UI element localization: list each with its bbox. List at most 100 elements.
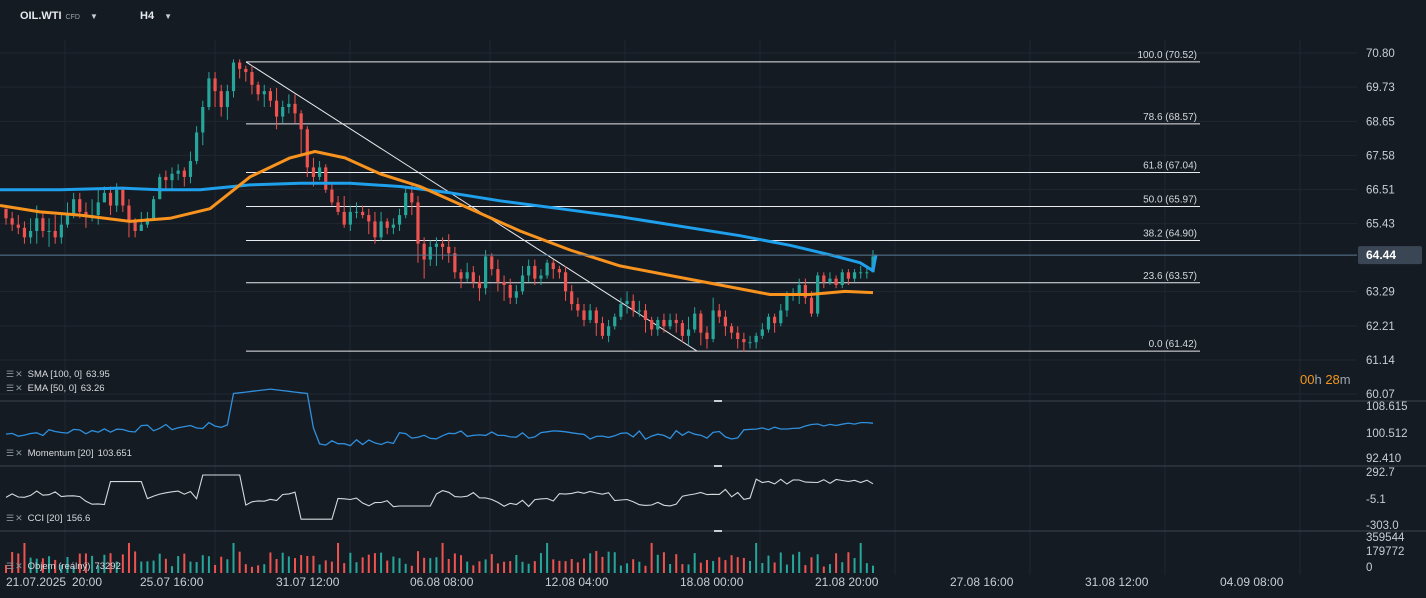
timeframe-label: H4 bbox=[140, 10, 155, 22]
volume-bar bbox=[687, 564, 690, 573]
candle bbox=[250, 65, 254, 95]
volume-bar bbox=[66, 557, 69, 573]
candle bbox=[59, 215, 63, 244]
volume-bar bbox=[214, 564, 217, 573]
time-axis-label: 31.07 12:00 bbox=[276, 575, 340, 589]
candle-body bbox=[250, 72, 254, 85]
time-axis-label: 12.08 04:00 bbox=[545, 575, 609, 589]
volume-bar bbox=[724, 560, 727, 573]
candle-body bbox=[693, 313, 697, 330]
legend-momentum[interactable]: ☰✕ Momentum [20] 103.651 bbox=[6, 448, 132, 459]
momentum-axis-label: 108.615 bbox=[1366, 401, 1408, 413]
volume-bar bbox=[189, 561, 192, 573]
candle-body bbox=[834, 278, 838, 285]
momentum-line bbox=[5, 388, 874, 447]
time-axis-label: 21.08 20:00 bbox=[815, 575, 879, 589]
volume-bar bbox=[23, 542, 26, 573]
settings-icon[interactable]: ☰✕ bbox=[6, 369, 24, 379]
legend-ema[interactable]: ☰✕ EMA [50, 0] 63.26 bbox=[6, 383, 105, 394]
candle-body bbox=[336, 202, 340, 212]
candle-body bbox=[127, 205, 131, 222]
candle bbox=[207, 72, 211, 111]
volume-bar bbox=[632, 559, 635, 573]
candle bbox=[766, 313, 771, 333]
sma-line bbox=[0, 181, 878, 273]
candle bbox=[803, 278, 807, 305]
volume-bar bbox=[29, 557, 32, 573]
candle bbox=[336, 196, 340, 216]
candle-body bbox=[686, 329, 691, 336]
volume-bar bbox=[72, 566, 75, 573]
volume-bar bbox=[306, 555, 309, 573]
countdown-hours: 00 bbox=[1300, 372, 1315, 387]
candle bbox=[852, 269, 857, 282]
candle-body bbox=[754, 335, 758, 343]
timeframe-selector[interactable]: H4 ▼ bbox=[140, 10, 172, 22]
volume-bar bbox=[810, 557, 813, 573]
settings-icon[interactable]: ☰✕ bbox=[6, 561, 24, 571]
candle-body bbox=[41, 218, 45, 231]
candle bbox=[773, 313, 777, 333]
candle-body bbox=[385, 221, 389, 228]
candle-body bbox=[164, 176, 168, 181]
volume-bar bbox=[115, 561, 118, 573]
candle-body bbox=[846, 272, 851, 279]
candle bbox=[287, 94, 291, 114]
candle bbox=[330, 183, 334, 206]
countdown-hours-unit: h bbox=[1314, 372, 1322, 387]
candle-body bbox=[10, 218, 14, 225]
candle-body bbox=[139, 224, 143, 231]
candle bbox=[557, 265, 562, 279]
candle bbox=[828, 272, 832, 285]
candle-body bbox=[760, 329, 764, 336]
candle bbox=[256, 81, 260, 101]
candle-body bbox=[274, 100, 279, 117]
volume-bar bbox=[226, 559, 229, 573]
legend-volume[interactable]: ☰✕ Objem (reálný) 73292 bbox=[6, 561, 121, 572]
volume-bar bbox=[496, 563, 499, 573]
candle-body bbox=[852, 272, 857, 279]
legend-cci[interactable]: ☰✕ CCI [20] 156.6 bbox=[6, 513, 90, 524]
time-axis-label: 06.08 08:00 bbox=[410, 575, 474, 589]
momentum-axis-label: 100.512 bbox=[1366, 428, 1408, 440]
volume-bar bbox=[509, 561, 512, 573]
candle-body bbox=[299, 113, 303, 130]
candle-body bbox=[822, 275, 826, 282]
volume-bar bbox=[195, 562, 198, 573]
candle bbox=[490, 253, 494, 276]
candle-body bbox=[471, 272, 475, 282]
fib-level-label: 61.8 (67.04) bbox=[1143, 160, 1197, 171]
legend-sma[interactable]: ☰✕ SMA [100, 0] 63.95 bbox=[6, 369, 110, 380]
settings-icon[interactable]: ☰✕ bbox=[6, 513, 24, 523]
volume-bar bbox=[263, 564, 266, 573]
volume-bar bbox=[589, 553, 592, 573]
candle bbox=[274, 87, 279, 130]
volume-bar bbox=[312, 555, 315, 573]
volume-bar bbox=[466, 561, 469, 573]
volume-axis-label: 179772 bbox=[1366, 546, 1404, 558]
candle bbox=[705, 326, 709, 349]
symbol-selector[interactable]: OIL.WTI CFD ▼ bbox=[20, 10, 98, 22]
settings-icon[interactable]: ☰✕ bbox=[6, 383, 24, 393]
candle bbox=[188, 151, 193, 184]
candle bbox=[779, 304, 783, 327]
candle bbox=[834, 275, 838, 289]
candle-body bbox=[711, 310, 715, 340]
candle-body bbox=[324, 167, 328, 190]
candle-body bbox=[311, 167, 316, 177]
candle-body bbox=[563, 272, 568, 292]
candle bbox=[47, 218, 51, 247]
volume-bar bbox=[607, 551, 610, 573]
candle bbox=[576, 297, 580, 317]
price-axis-label: 65.43 bbox=[1366, 219, 1395, 231]
volume-bar bbox=[730, 555, 733, 573]
candle-body bbox=[484, 256, 488, 289]
candle bbox=[373, 211, 377, 244]
candle-body bbox=[201, 107, 205, 133]
candle bbox=[41, 211, 45, 238]
time-axis-label: 20:00 bbox=[72, 575, 102, 589]
settings-icon[interactable]: ☰✕ bbox=[6, 448, 24, 458]
candle bbox=[4, 208, 8, 225]
volume-bar bbox=[78, 553, 81, 573]
